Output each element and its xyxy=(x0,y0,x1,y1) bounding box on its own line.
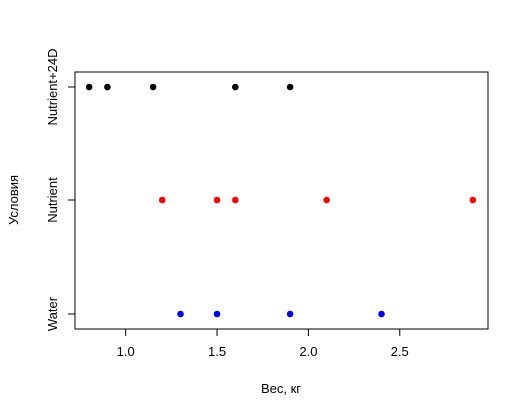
y-tick-label: Nutrient xyxy=(45,177,60,223)
x-tick-label: 2.0 xyxy=(299,344,317,359)
data-point xyxy=(85,83,93,91)
x-tick-label: 1.0 xyxy=(117,344,135,359)
y-axis: Water Nutrient Nutrient+24D xyxy=(45,49,76,331)
data-point xyxy=(158,196,166,204)
x-tick-label: 2.5 xyxy=(391,344,409,359)
data-point xyxy=(177,310,184,318)
y-tick-label: Nutrient+24D xyxy=(45,49,60,126)
data-point xyxy=(213,310,221,318)
data-point xyxy=(232,196,239,204)
plot-frame xyxy=(74,71,489,330)
data-point xyxy=(104,83,111,91)
data-point xyxy=(213,196,221,204)
x-axis-label: Вес, кг xyxy=(261,381,301,396)
data-point xyxy=(469,196,477,204)
data-point xyxy=(378,310,385,318)
y-axis-label: Условия xyxy=(6,175,21,225)
y-tick-label: Water xyxy=(45,296,60,331)
data-point xyxy=(232,83,239,91)
x-axis: 1.0 1.5 2.0 2.5 xyxy=(117,328,409,359)
data-point xyxy=(149,83,157,91)
data-point xyxy=(286,310,294,318)
x-tick-label: 1.5 xyxy=(208,344,226,359)
data-point xyxy=(286,83,294,91)
data-points xyxy=(85,83,477,318)
data-point xyxy=(323,196,330,204)
